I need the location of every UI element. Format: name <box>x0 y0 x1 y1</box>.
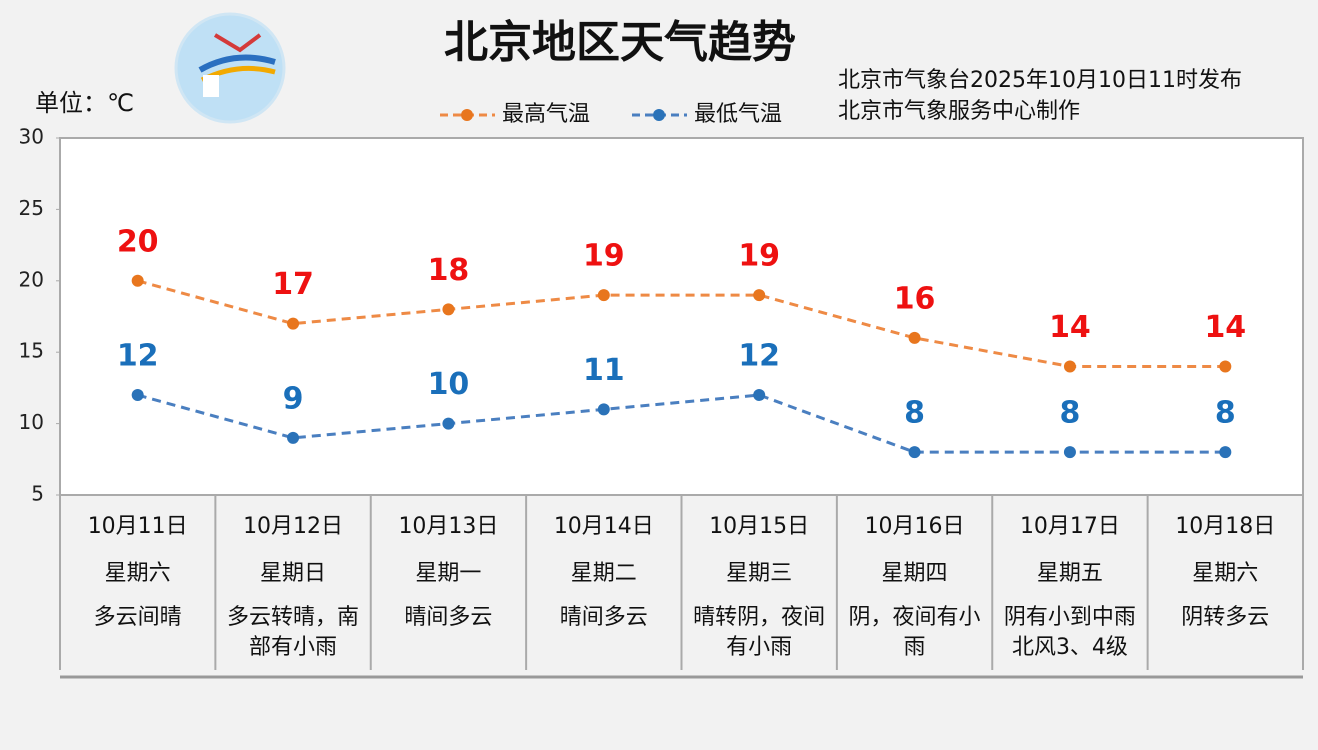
date-label: 10月12日 <box>243 514 344 539</box>
data-label: 18 <box>428 253 470 288</box>
point <box>1219 446 1232 459</box>
subtitle: 北京市气象台2025年10月10日11时发布 <box>838 68 1242 93</box>
data-label: 14 <box>1049 310 1091 345</box>
data-label: 16 <box>894 281 936 316</box>
weekday-label: 星期二 <box>570 561 637 586</box>
weather-label: 多云转晴，南部有小雨 <box>227 605 360 660</box>
point <box>287 431 300 444</box>
point <box>287 317 300 330</box>
data-label: 11 <box>583 353 625 388</box>
weekday-label: 星期三 <box>726 561 793 586</box>
point <box>442 303 455 316</box>
data-label: 12 <box>117 339 159 374</box>
data-label: 12 <box>738 339 780 374</box>
weekday-label: 星期五 <box>1036 561 1103 586</box>
date-label: 10月11日 <box>87 514 188 539</box>
series-line <box>137 279 1226 368</box>
weather-label: 晴间多云 <box>559 605 648 630</box>
y-tick-label: 5 <box>31 482 44 506</box>
legend-marker <box>653 109 665 121</box>
data-label: 19 <box>738 239 780 274</box>
point <box>131 389 144 402</box>
weather-label: 阴，夜间有小雨 <box>848 605 981 660</box>
weekday-label: 星期日 <box>260 561 327 586</box>
weather-label: 晴间多云 <box>404 605 493 630</box>
date-label: 10月16日 <box>864 514 965 539</box>
weather-label: 晴转阴，夜间有小雨 <box>693 605 826 660</box>
point <box>1063 446 1076 459</box>
date-label: 10月13日 <box>398 514 499 539</box>
point <box>442 417 455 430</box>
point <box>131 274 144 287</box>
data-label: 10 <box>428 367 470 402</box>
data-label: 8 <box>1215 396 1236 431</box>
weekday-label: 星期四 <box>881 561 948 586</box>
weather-label: 多云间晴 <box>93 605 182 630</box>
point <box>1063 360 1076 373</box>
y-tick-label: 20 <box>19 267 44 291</box>
legend-marker <box>461 109 473 121</box>
y-tick-label: 15 <box>19 339 44 363</box>
y-tick-label: 30 <box>19 125 44 149</box>
weather-label: 阴转多云 <box>1181 605 1270 630</box>
data-label: 20 <box>117 224 159 259</box>
y-tick-label: 25 <box>19 196 44 220</box>
plot-frame <box>59 137 1304 496</box>
weekday-label: 星期六 <box>104 561 171 586</box>
point <box>908 446 921 459</box>
date-label: 10月18日 <box>1175 514 1276 539</box>
series-line <box>137 393 1226 454</box>
weekday-label: 星期一 <box>415 561 482 586</box>
y-tick-label: 10 <box>19 410 44 434</box>
data-label: 8 <box>904 396 925 431</box>
date-label: 10月15日 <box>709 514 810 539</box>
data-label: 14 <box>1204 310 1246 345</box>
logo <box>174 12 286 124</box>
data-label: 19 <box>583 239 625 274</box>
data-label: 17 <box>272 267 314 302</box>
chart-title: 北京地区天气趋势 <box>444 17 796 68</box>
point <box>753 389 766 402</box>
point <box>753 289 766 302</box>
point <box>908 331 921 344</box>
weekday-label: 星期六 <box>1192 561 1259 586</box>
point <box>597 403 610 416</box>
data-label: 9 <box>283 381 304 416</box>
date-label: 10月14日 <box>553 514 654 539</box>
date-label: 10月17日 <box>1019 514 1120 539</box>
legend-label: 最低气温 <box>694 102 782 127</box>
data-label: 8 <box>1060 396 1081 431</box>
legend-label: 最高气温 <box>502 102 590 127</box>
point <box>597 289 610 302</box>
subtitle: 北京市气象服务中心制作 <box>838 99 1080 124</box>
unit-label: 单位：℃ <box>35 89 134 117</box>
weather-label: 阴有小到中雨北风3、4级 <box>1003 605 1136 660</box>
point <box>1219 360 1232 373</box>
